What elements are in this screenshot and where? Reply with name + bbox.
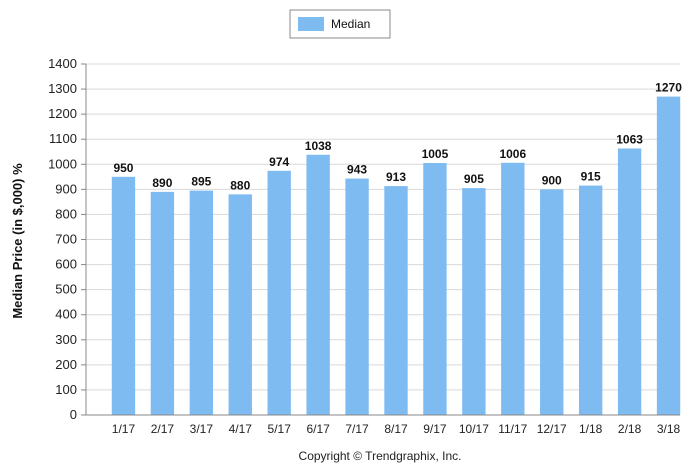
y-tick-label: 700 (55, 232, 77, 247)
y-tick-label: 1200 (48, 106, 77, 121)
y-tick-label: 100 (55, 382, 77, 397)
bar (150, 191, 175, 415)
data-label: 943 (347, 163, 367, 177)
y-tick-label: 300 (55, 332, 77, 347)
y-tick-label: 1000 (48, 156, 77, 171)
bar (345, 178, 369, 415)
x-axis-ticks: 1/17 2/17 3/17 4/17 5/17 6/17 7/17 8/17 9/17 10/1… (112, 422, 681, 436)
data-label: 915 (581, 170, 601, 184)
data-label: 905 (464, 172, 484, 186)
bar (656, 96, 681, 415)
x-tick-label: 4/17 (229, 422, 253, 436)
x-tick-label: 7/17 (345, 422, 369, 436)
legend: Median (289, 9, 391, 39)
copyright-footer: Copyright © Trendgraphix, Inc. (299, 449, 462, 463)
legend-label: Median (331, 17, 370, 31)
data-label: 895 (191, 175, 211, 189)
x-tick-label: 8/17 (384, 422, 408, 436)
data-label: 1038 (305, 139, 332, 153)
bar (267, 170, 291, 415)
x-tick-label: 9/17 (423, 422, 447, 436)
y-tick-label: 200 (55, 357, 77, 372)
x-tick-label: 11/17 (498, 422, 527, 436)
bar (423, 163, 447, 415)
bar (384, 186, 408, 415)
x-tick-label: 2/17 (151, 422, 175, 436)
y-tick-label: 0 (70, 407, 77, 422)
y-tick-label: 1300 (48, 81, 77, 96)
data-label: 1005 (422, 147, 449, 161)
bar (578, 185, 603, 415)
data-label: 890 (152, 176, 172, 190)
data-label: 913 (386, 170, 406, 184)
x-tick-label: 1/18 (579, 422, 603, 436)
bar (189, 190, 214, 415)
x-tick-label: 3/18 (657, 422, 681, 436)
bar (306, 154, 330, 415)
y-tick-label: 1100 (49, 131, 77, 146)
x-tick-label: 6/17 (306, 422, 330, 436)
y-tick-label: 600 (55, 257, 77, 272)
y-axis-label: Median Price (in $,000) % (10, 163, 25, 319)
data-label: 1270 (655, 81, 682, 95)
data-labels: 950 890 895 880 974 1038 943 913 1005 905 1006 900 9… (113, 81, 682, 193)
x-tick-label: 1/17 (112, 422, 136, 436)
data-label: 1063 (616, 132, 643, 146)
y-tick-label: 1400 (48, 56, 77, 71)
x-tick-label: 3/17 (190, 422, 214, 436)
data-label: 974 (269, 155, 289, 169)
x-tick-label: 10/17 (459, 422, 489, 436)
bar (111, 176, 136, 415)
bar (540, 189, 564, 415)
bar (462, 188, 486, 415)
y-tick-label: 800 (55, 206, 77, 221)
data-label: 1006 (499, 147, 526, 161)
y-axis-ticks: 0 100 200 300 400 500 600 700 800 900 1000 1100 1200… (48, 56, 86, 422)
y-tick-label: 900 (55, 181, 77, 196)
x-tick-label: 5/17 (268, 422, 292, 436)
y-tick-label: 400 (55, 307, 77, 322)
y-tick-label: 500 (55, 282, 77, 297)
data-label: 900 (542, 173, 562, 187)
bar (228, 194, 252, 415)
legend-swatch (298, 17, 324, 31)
bar (617, 148, 642, 415)
bars (111, 96, 681, 415)
x-tick-label: 2/18 (618, 422, 642, 436)
data-label: 950 (113, 161, 133, 175)
bar (501, 162, 525, 415)
x-tick-label: 12/17 (537, 422, 567, 436)
data-label: 880 (230, 178, 250, 192)
